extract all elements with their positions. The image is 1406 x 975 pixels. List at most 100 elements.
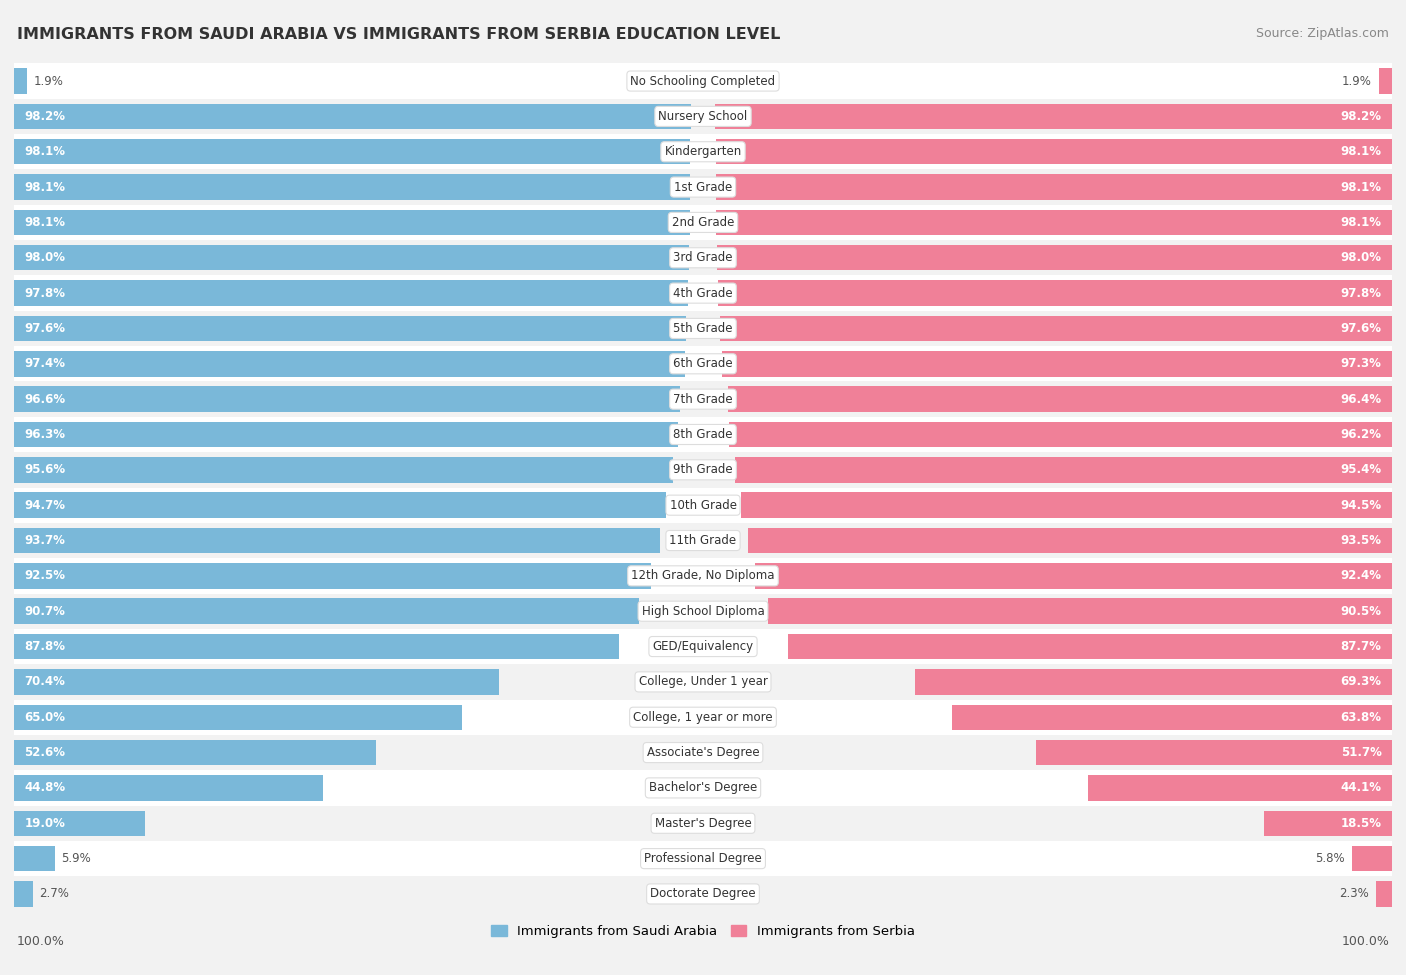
Text: 98.2%: 98.2% [24, 110, 66, 123]
Bar [720, 316, 1392, 341]
Bar [14, 634, 619, 659]
Bar [14, 103, 690, 129]
Text: 98.1%: 98.1% [24, 145, 66, 158]
Bar [14, 810, 145, 836]
Bar [721, 351, 1392, 376]
Bar [1088, 775, 1392, 800]
Text: College, 1 year or more: College, 1 year or more [633, 711, 773, 723]
Bar [14, 488, 1392, 523]
Bar [14, 558, 1392, 594]
Text: IMMIGRANTS FROM SAUDI ARABIA VS IMMIGRANTS FROM SERBIA EDUCATION LEVEL: IMMIGRANTS FROM SAUDI ARABIA VS IMMIGRAN… [17, 27, 780, 42]
Bar [14, 205, 1392, 240]
Bar [1036, 740, 1392, 765]
Bar [748, 527, 1392, 553]
Bar [14, 664, 1392, 700]
Text: 97.8%: 97.8% [1340, 287, 1382, 299]
Bar [14, 877, 1392, 912]
Text: 98.1%: 98.1% [1340, 215, 1382, 229]
Text: High School Diploma: High School Diploma [641, 604, 765, 618]
Bar [14, 735, 1392, 770]
Text: No Schooling Completed: No Schooling Completed [630, 74, 776, 88]
Text: 11th Grade: 11th Grade [669, 534, 737, 547]
Text: 10th Grade: 10th Grade [669, 498, 737, 512]
Text: 5th Grade: 5th Grade [673, 322, 733, 335]
Text: College, Under 1 year: College, Under 1 year [638, 676, 768, 688]
Text: 69.3%: 69.3% [1340, 676, 1382, 688]
Bar [14, 275, 1392, 311]
Bar [14, 564, 651, 589]
Text: 18.5%: 18.5% [1340, 817, 1382, 830]
Text: 63.8%: 63.8% [1340, 711, 1382, 723]
Text: 51.7%: 51.7% [1341, 746, 1382, 760]
Text: 1.9%: 1.9% [1343, 74, 1372, 88]
Bar [14, 594, 1392, 629]
Bar [728, 386, 1392, 411]
Text: 4th Grade: 4th Grade [673, 287, 733, 299]
Text: 87.8%: 87.8% [24, 640, 66, 653]
Bar [730, 422, 1392, 448]
Text: Master's Degree: Master's Degree [655, 817, 751, 830]
Bar [14, 457, 672, 483]
Text: 98.1%: 98.1% [1340, 180, 1382, 194]
Bar [716, 103, 1392, 129]
Text: 2.7%: 2.7% [39, 887, 69, 901]
Bar [14, 311, 1392, 346]
Bar [716, 175, 1392, 200]
Bar [14, 139, 690, 165]
Bar [14, 170, 1392, 205]
Text: 92.4%: 92.4% [1340, 569, 1382, 582]
Bar [14, 346, 1392, 381]
Bar [1264, 810, 1392, 836]
Text: 5.8%: 5.8% [1316, 852, 1346, 865]
Bar [1353, 846, 1392, 872]
Text: 98.0%: 98.0% [1340, 252, 1382, 264]
Text: 98.1%: 98.1% [24, 215, 66, 229]
Bar [14, 245, 689, 270]
Bar [14, 422, 678, 448]
Bar [14, 492, 666, 518]
Bar [952, 705, 1392, 730]
Text: 98.1%: 98.1% [24, 180, 66, 194]
Text: 94.7%: 94.7% [24, 498, 66, 512]
Text: 3rd Grade: 3rd Grade [673, 252, 733, 264]
Bar [14, 527, 659, 553]
Bar [14, 386, 679, 411]
Bar [14, 770, 1392, 805]
Text: Associate's Degree: Associate's Degree [647, 746, 759, 760]
Bar [14, 881, 32, 907]
Text: Doctorate Degree: Doctorate Degree [650, 887, 756, 901]
Bar [914, 669, 1392, 694]
Bar [14, 281, 688, 306]
Text: 87.7%: 87.7% [1341, 640, 1382, 653]
Text: 98.1%: 98.1% [1340, 145, 1382, 158]
Text: 96.3%: 96.3% [24, 428, 66, 441]
Text: Professional Degree: Professional Degree [644, 852, 762, 865]
Text: 100.0%: 100.0% [17, 935, 65, 948]
Bar [741, 492, 1392, 518]
Bar [14, 805, 1392, 840]
Text: 2.3%: 2.3% [1340, 887, 1369, 901]
Text: 44.1%: 44.1% [1340, 781, 1382, 795]
Bar [14, 417, 1392, 452]
Text: 100.0%: 100.0% [1341, 935, 1389, 948]
Bar [14, 68, 27, 94]
Text: 52.6%: 52.6% [24, 746, 66, 760]
Text: 95.4%: 95.4% [1340, 463, 1382, 477]
Bar [14, 705, 463, 730]
Bar [14, 452, 1392, 488]
Text: 2nd Grade: 2nd Grade [672, 215, 734, 229]
Text: 44.8%: 44.8% [24, 781, 66, 795]
Bar [14, 523, 1392, 558]
Bar [14, 381, 1392, 417]
Bar [14, 700, 1392, 735]
Bar [14, 210, 690, 235]
Text: 94.5%: 94.5% [1340, 498, 1382, 512]
Text: 7th Grade: 7th Grade [673, 393, 733, 406]
Text: 97.6%: 97.6% [1340, 322, 1382, 335]
Bar [14, 351, 685, 376]
Text: Nursery School: Nursery School [658, 110, 748, 123]
Legend: Immigrants from Saudi Arabia, Immigrants from Serbia: Immigrants from Saudi Arabia, Immigrants… [485, 919, 921, 943]
Bar [14, 240, 1392, 275]
Text: 9th Grade: 9th Grade [673, 463, 733, 477]
Bar [14, 840, 1392, 877]
